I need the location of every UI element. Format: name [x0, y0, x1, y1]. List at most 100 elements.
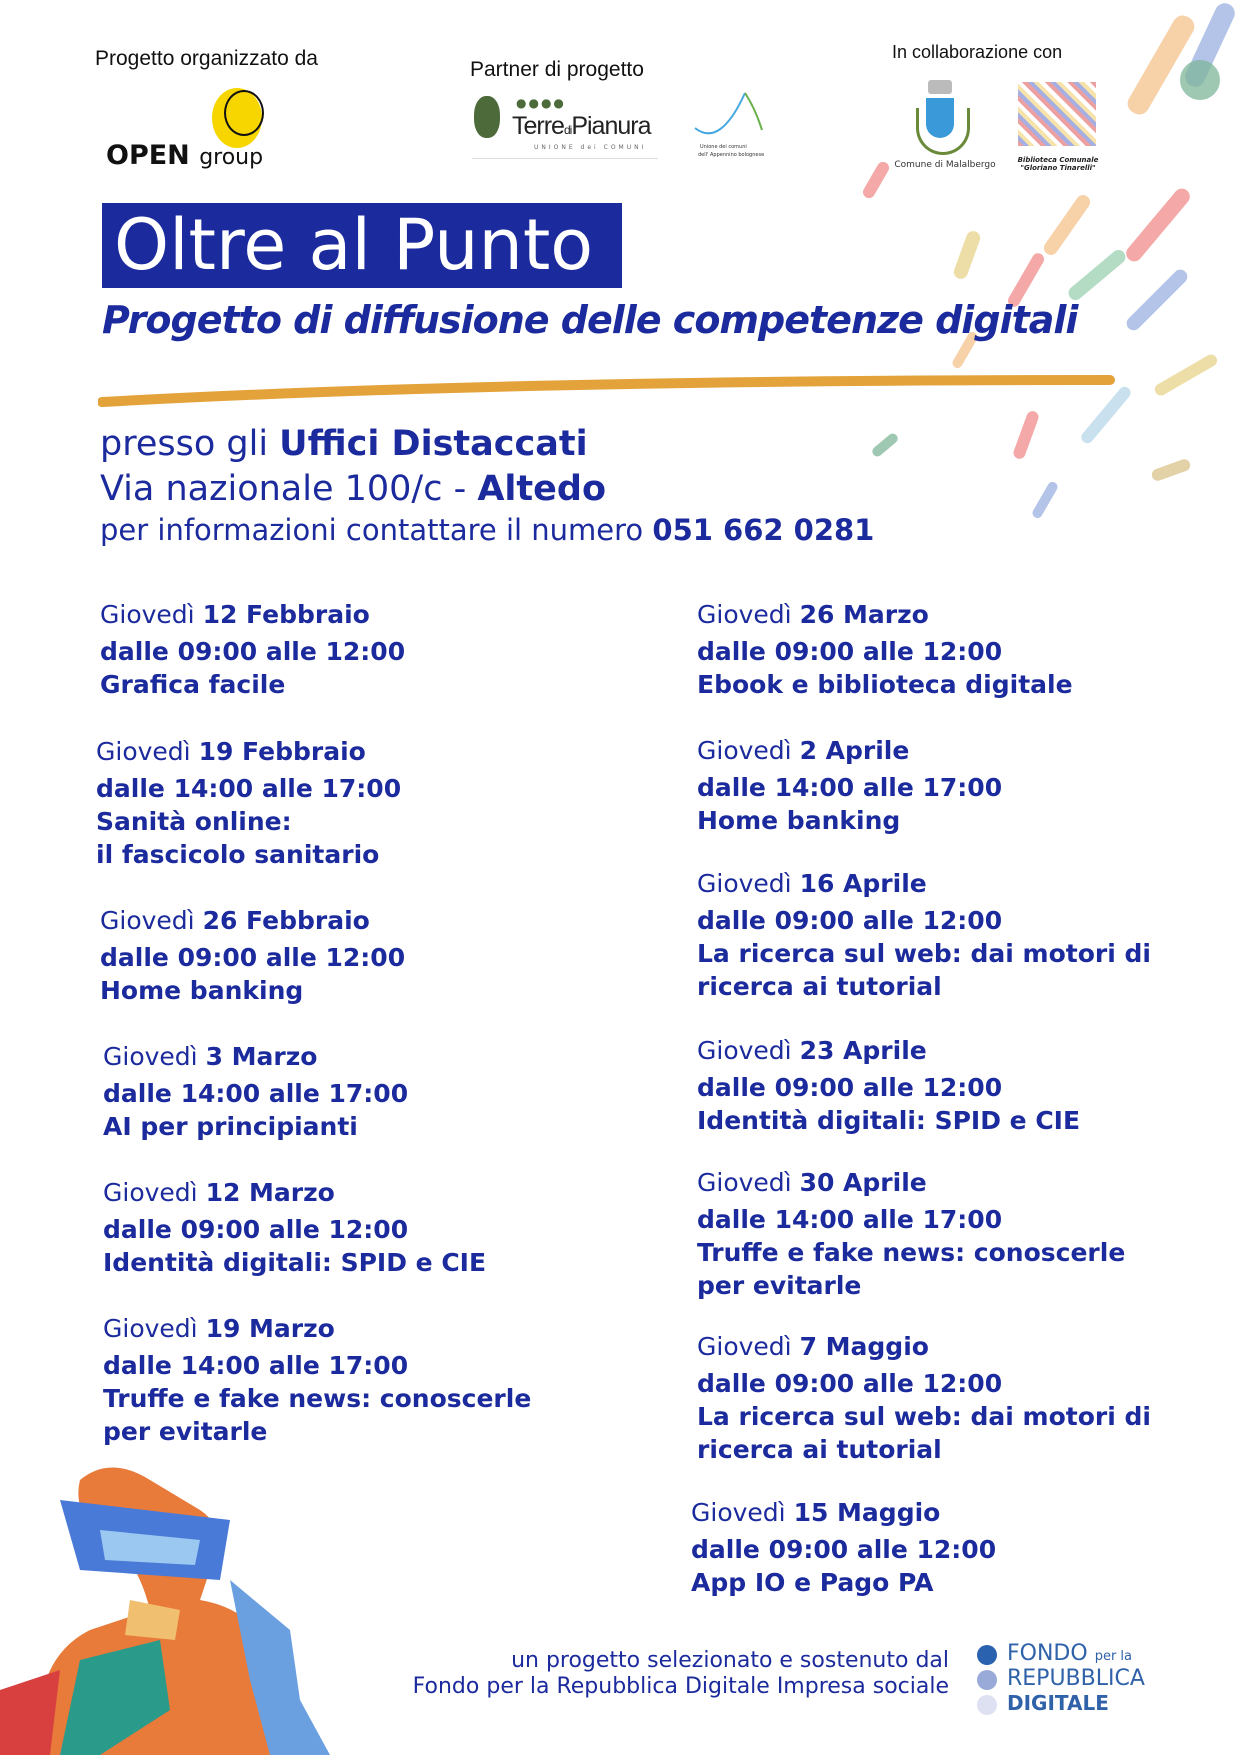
event-item: Giovedì 23 Aprile dalle 09:00 alle 12:00 I…	[697, 1034, 1080, 1137]
fondo-repubblica-digitale-logo: FONDO per la REPUBBLICA DIGITALE	[977, 1641, 1157, 1719]
event-item: Giovedì 16 Aprile dalle 09:00 alle 12:00 L…	[697, 867, 1151, 1003]
event-date: Giovedì 26 Febbraio	[100, 904, 405, 937]
event-time: dalle 09:00 alle 12:00	[697, 1073, 1003, 1102]
event-item: Giovedì 7 Maggio dalle 09:00 alle 12:00 La…	[697, 1330, 1151, 1466]
event-day: 26 Febbraio	[202, 906, 370, 935]
event-weekday: Giovedì	[697, 600, 800, 629]
event-topic: Identità digitali: SPID e CIE	[697, 1106, 1081, 1135]
woman-vr-headset-illustration	[0, 1467, 330, 1755]
event-time: dalle 09:00 alle 12:00	[697, 906, 1003, 935]
event-item: Giovedì 12 Marzo dalle 09:00 alle 12:00 Id…	[103, 1176, 486, 1279]
office-name: Uffici Distaccati	[279, 424, 588, 464]
town-name: Altedo	[477, 469, 606, 509]
event-date: Giovedì 12 Febbraio	[100, 598, 405, 631]
event-topic: La ricerca sul web: dai motori di	[697, 939, 1151, 968]
event-weekday: Giovedì	[96, 737, 199, 766]
event-date: Giovedì 2 Aprile	[697, 734, 1002, 767]
location-address: Via nazionale 100/c - Altedo	[100, 469, 606, 509]
logo-dot	[977, 1670, 997, 1690]
page-subtitle: Progetto di diffusione delle competenze …	[102, 298, 1078, 342]
event-date: Giovedì 16 Aprile	[697, 867, 1151, 900]
location-contact: per informazioni contattare il numero 05…	[100, 513, 874, 547]
event-date: Giovedì 30 Aprile	[697, 1166, 1125, 1199]
unione-appennino-logo: Unione dei comuni dell' Appennino bologne…	[690, 88, 772, 158]
event-time: dalle 14:00 alle 17:00	[697, 1205, 1003, 1234]
event-time: dalle 09:00 alle 12:00	[691, 1535, 997, 1564]
event-item: Giovedì 12 Febbraio dalle 09:00 alle 12:0…	[100, 598, 405, 701]
event-time: dalle 14:00 alle 17:00	[103, 1079, 409, 1108]
event-date: Giovedì 19 Marzo	[103, 1312, 531, 1345]
logo-word-digitale: DIGITALE	[1007, 1691, 1109, 1715]
event-topic: per evitarle	[103, 1417, 268, 1446]
event-weekday: Giovedì	[103, 1178, 206, 1207]
footer-line-1: un progetto selezionato e sostenuto dal	[511, 1648, 949, 1673]
event-time: dalle 14:00 alle 17:00	[96, 774, 402, 803]
location-prefix: presso gli	[100, 424, 280, 464]
logo-word-fondo: FONDO per la	[1007, 1641, 1132, 1666]
event-topic: AI per principianti	[103, 1112, 358, 1141]
event-weekday: Giovedì	[103, 1314, 206, 1343]
accent-underline	[98, 375, 1115, 407]
event-topic: per evitarle	[697, 1271, 862, 1300]
event-item: Giovedì 19 Febbraio dalle 14:00 alle 17:0…	[96, 735, 401, 871]
event-topic: La ricerca sul web: dai motori di	[697, 1402, 1151, 1431]
partner-label: Partner di progetto	[470, 58, 644, 81]
event-weekday: Giovedì	[697, 1332, 800, 1361]
footer-text: un progetto selezionato e sostenuto dal …	[413, 1648, 949, 1700]
event-weekday: Giovedì	[697, 736, 800, 765]
event-weekday: Giovedì	[103, 1042, 206, 1071]
event-topic: Identità digitali: SPID e CIE	[103, 1248, 487, 1277]
event-date: Giovedì 12 Marzo	[103, 1176, 486, 1209]
event-item: Giovedì 3 Marzo dalle 14:00 alle 17:00 AI …	[103, 1040, 408, 1143]
event-topic: Truffe e fake news: conoscerle	[103, 1384, 532, 1413]
phone-number: 051 662 0281	[652, 513, 875, 547]
event-weekday: Giovedì	[697, 1168, 800, 1197]
address-text: Via nazionale 100/c -	[100, 469, 478, 509]
event-day: 19 Febbraio	[198, 737, 366, 766]
event-day: 2 Aprile	[799, 736, 910, 765]
event-time: dalle 09:00 alle 12:00	[697, 637, 1003, 666]
svg-text:Unione dei comuni: Unione dei comuni	[700, 144, 747, 150]
open-group-logo: OPEN group	[106, 140, 264, 171]
location-office: presso gli Uffici Distaccati	[100, 424, 588, 464]
event-date: Giovedì 19 Febbraio	[96, 735, 401, 768]
event-topic: ricerca ai tutorial	[697, 1435, 942, 1464]
event-topic: Truffe e fake news: conoscerle	[697, 1238, 1126, 1267]
event-day: 7 Maggio	[799, 1332, 929, 1361]
collab-label: In collaborazione con	[892, 42, 1063, 62]
event-day: 12 Marzo	[205, 1178, 335, 1207]
event-time: dalle 09:00 alle 12:00	[103, 1215, 409, 1244]
event-time: dalle 09:00 alle 12:00	[100, 943, 406, 972]
event-time: dalle 09:00 alle 12:00	[100, 637, 406, 666]
event-day: 16 Aprile	[799, 869, 927, 898]
logo-dot	[977, 1695, 997, 1715]
event-item: Giovedì 30 Aprile dalle 14:00 alle 17:00 T…	[697, 1166, 1125, 1302]
event-topic: Grafica facile	[100, 670, 286, 699]
event-weekday: Giovedì	[100, 906, 203, 935]
event-time: dalle 14:00 alle 17:00	[697, 773, 1003, 802]
event-item: Giovedì 19 Marzo dalle 14:00 alle 17:00 Tr…	[103, 1312, 531, 1448]
logo-dot	[977, 1645, 997, 1665]
logo-word-repubblica: REPUBBLICA	[1007, 1666, 1145, 1691]
event-day: 12 Febbraio	[202, 600, 370, 629]
event-date: Giovedì 7 Maggio	[697, 1330, 1151, 1363]
open-group-logo-mark	[208, 86, 268, 150]
event-topic: App IO e Pago PA	[691, 1568, 934, 1597]
terre-di-pianura-logo: ●●●● TerrediPianura UNIONE dei COMUNI	[472, 96, 658, 159]
event-day: 3 Marzo	[205, 1042, 318, 1071]
footer-line-2: Fondo per la Repubblica Digitale Impresa…	[412, 1674, 949, 1699]
event-time: dalle 14:00 alle 17:00	[103, 1351, 409, 1380]
event-topic: Ebook e biblioteca digitale	[697, 670, 1073, 699]
event-weekday: Giovedì	[691, 1498, 794, 1527]
event-weekday: Giovedì	[697, 1036, 800, 1065]
event-day: 23 Aprile	[799, 1036, 927, 1065]
event-topic: Sanità online:	[96, 807, 292, 836]
page-title: Oltre al Punto	[102, 203, 622, 288]
comune-malalbergo-logo: Comune di Malalbergo	[890, 78, 1000, 174]
event-topic: il fascicolo sanitario	[96, 840, 380, 869]
event-item: Giovedì 26 Febbraio dalle 09:00 alle 12:0…	[100, 904, 405, 1007]
event-weekday: Giovedì	[100, 600, 203, 629]
event-time: dalle 09:00 alle 12:00	[697, 1369, 1003, 1398]
svg-text:dell' Appennino bolognese: dell' Appennino bolognese	[698, 152, 764, 158]
event-weekday: Giovedì	[697, 869, 800, 898]
